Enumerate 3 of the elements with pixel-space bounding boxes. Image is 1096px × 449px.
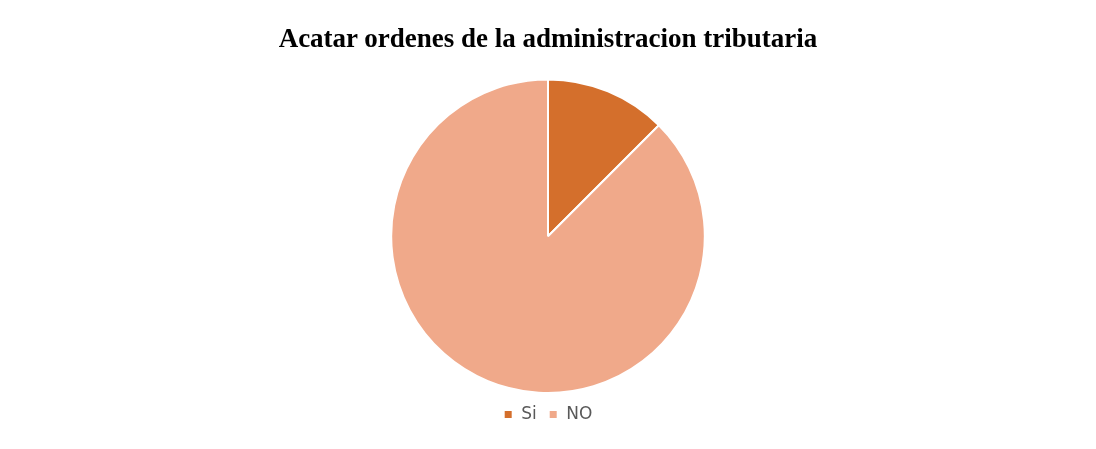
legend-label: NO: [566, 402, 593, 423]
chart-title: Acatar ordenes de la administracion tributaria: [278, 23, 818, 54]
legend-label: Si: [521, 402, 537, 423]
